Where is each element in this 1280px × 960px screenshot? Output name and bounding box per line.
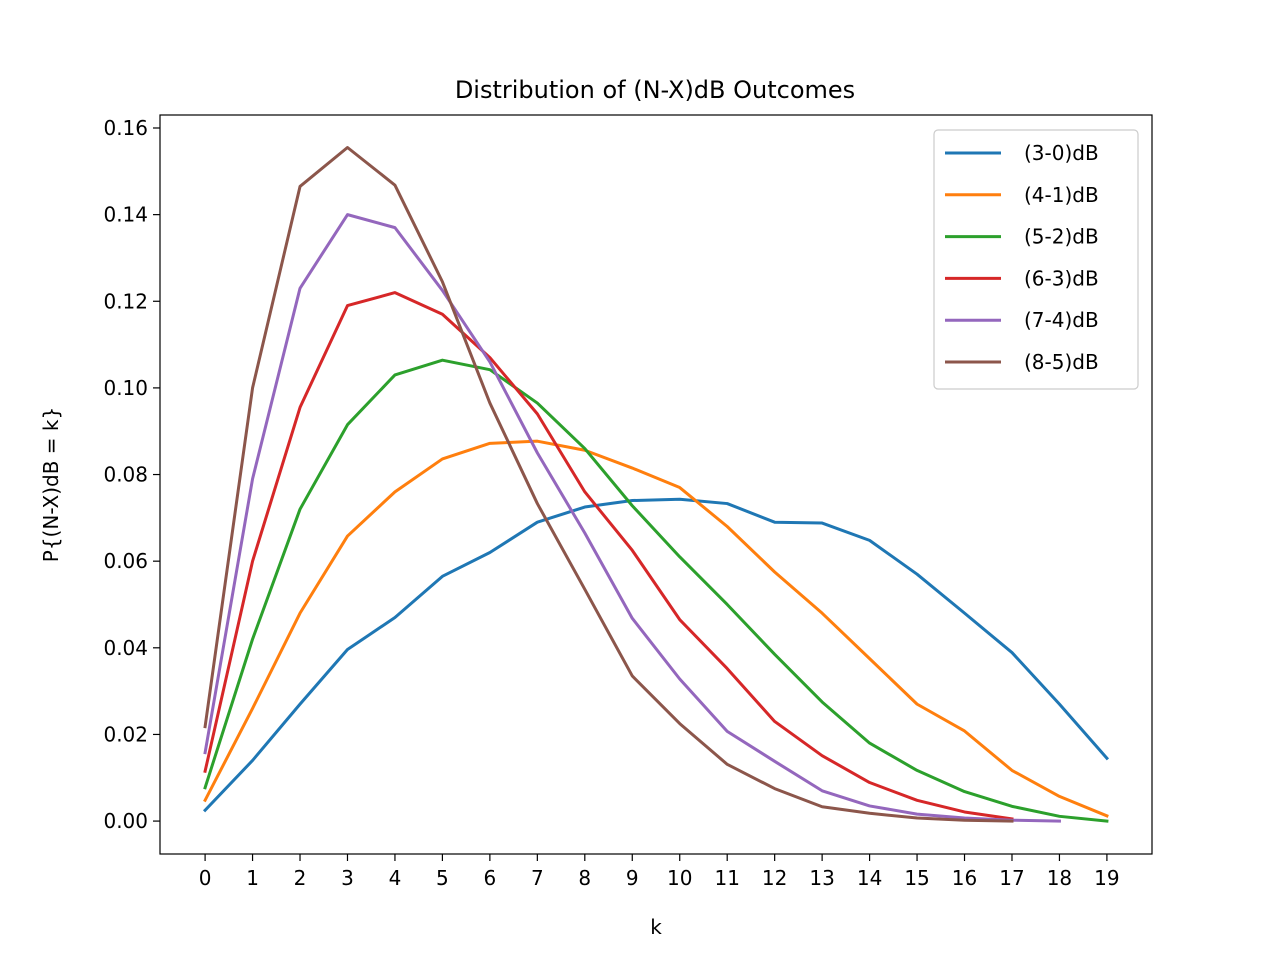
series-line-1 xyxy=(203,439,1109,818)
x-tick-label: 18 xyxy=(1047,866,1072,890)
y-tick-label: 0.06 xyxy=(103,549,148,573)
legend-label: (6-3)dB xyxy=(1024,266,1099,290)
legend-label: (3-0)dB xyxy=(1024,141,1099,165)
x-tick-label: 14 xyxy=(857,866,882,890)
y-tick-label: 0.00 xyxy=(103,809,148,833)
y-tick-label: 0.08 xyxy=(103,463,148,487)
x-tick-label: 8 xyxy=(578,866,591,890)
x-tick-label: 16 xyxy=(952,866,977,890)
legend-label: (7-4)dB xyxy=(1024,308,1099,332)
x-tick-label: 4 xyxy=(389,866,402,890)
y-tick-label: 0.02 xyxy=(103,722,148,746)
y-tick-label: 0.10 xyxy=(103,376,148,400)
y-tick-label: 0.16 xyxy=(103,116,148,140)
x-tick-label: 5 xyxy=(436,866,449,890)
y-axis-label: P{(N-X)dB = k} xyxy=(39,407,63,562)
x-tick-label: 15 xyxy=(904,866,929,890)
x-tick-label: 7 xyxy=(531,866,544,890)
plot-lines xyxy=(202,145,1110,823)
y-tick-label: 0.14 xyxy=(103,203,148,227)
x-tick-label: 2 xyxy=(294,866,307,890)
series-line-2 xyxy=(203,358,1109,823)
series-line-4 xyxy=(203,213,1061,823)
series-line-3 xyxy=(203,291,1014,821)
series-line-5 xyxy=(203,145,1014,823)
y-axis: 0.00 0.02 0.04 0.06 0.08 0.10 0.12 0.14 0.16 xyxy=(103,116,160,833)
legend-label: (5-2)dB xyxy=(1024,225,1099,249)
x-tick-label: 6 xyxy=(484,866,497,890)
x-tick-label: 9 xyxy=(626,866,639,890)
legend-label: (4-1)dB xyxy=(1024,183,1099,207)
plot-frame xyxy=(159,114,1153,855)
legend: (3-0)dB (4-1)dB (5-2)dB (6-3)dB (7-4)dB (8-5)… xyxy=(933,129,1139,390)
legend-label: (8-5)dB xyxy=(1024,350,1099,374)
x-tick-label: 10 xyxy=(667,866,692,890)
x-tick-label: 0 xyxy=(199,866,212,890)
x-tick-label: 3 xyxy=(341,866,354,890)
chart-title: Distribution of (N-X)dB Outcomes xyxy=(455,76,855,104)
x-tick-label: 13 xyxy=(809,866,834,890)
series-line-0 xyxy=(202,497,1110,813)
x-axis-label: k xyxy=(650,915,662,939)
x-tick-label: 11 xyxy=(714,866,739,890)
x-tick-label: 19 xyxy=(1094,866,1119,890)
x-tick-label: 12 xyxy=(762,866,787,890)
y-tick-label: 0.12 xyxy=(103,289,148,313)
y-tick-label: 0.04 xyxy=(103,636,148,660)
x-tick-label: 17 xyxy=(999,866,1024,890)
x-axis: 0 1 2 3 4 5 6 7 8 9 10 11 12 13 14 15 16 17 18 19 xyxy=(199,854,1120,890)
x-tick-label: 1 xyxy=(246,866,259,890)
